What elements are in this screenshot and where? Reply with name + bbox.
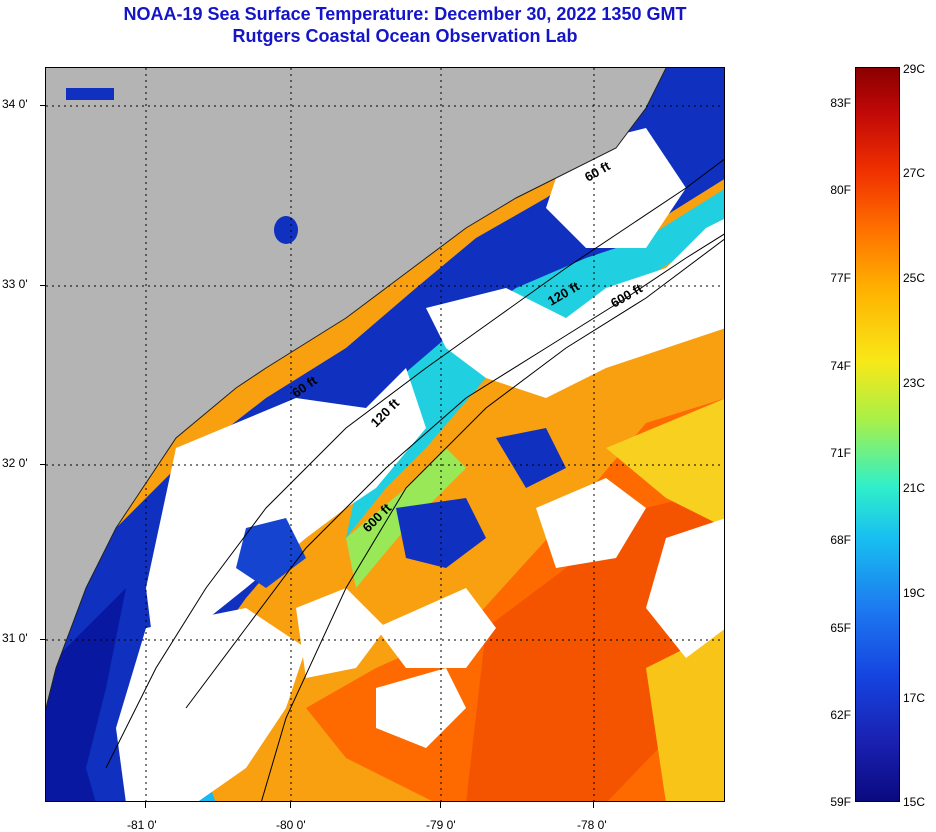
colorbar-c-label: 27C [903,166,926,180]
graticule [46,68,724,801]
colorbar-c-label: 19C [903,586,926,600]
lon-label: -78 0' [577,818,607,832]
colorbar-f-label: 62F [830,708,851,722]
colorbar-c-label: 17C [903,691,926,705]
lat-tick [40,285,46,286]
colorbar-f-label: 68F [830,533,851,547]
inland-lake [274,216,298,244]
lat-label: 34 0' [2,97,28,111]
yellow-patch-se [646,629,724,801]
colorbar-f-label: 65F [830,621,851,635]
colorbar-f-label: 71F [830,446,851,460]
lon-label: -81 0' [127,818,157,832]
colorbar-f-label: 59F [830,795,851,809]
colorbar-c-label: 29C [903,62,926,76]
coastline [46,68,667,709]
colorbar-f-label: 77F [830,271,851,285]
cloud-area [376,668,466,748]
cloud-area [646,518,724,658]
colorbar-f-label: 80F [830,183,851,197]
cold-eddy [396,498,486,568]
lon-tick [290,802,291,808]
lon-label: -79 0' [426,818,456,832]
inland-lake [66,88,114,100]
lat-label: 33 0' [2,277,28,291]
sst-map[interactable]: 60 ft 120 ft 600 ft 60 ft 120 ft 600 ft [45,67,725,802]
yellow-patch [606,398,724,527]
lat-tick [40,464,46,465]
lat-label: 32 0' [2,456,28,470]
lat-tick [40,639,46,640]
colorbar-f-label: 74F [830,359,851,373]
contour-120ft [185,233,724,709]
map-title: NOAA-19 Sea Surface Temperature: Decembe… [123,4,687,24]
map-subtitle: Rutgers Coastal Ocean Observation Lab [232,26,578,46]
cloud-area [426,219,724,398]
lon-label: -80 0' [276,818,306,832]
lat-tick [40,105,46,106]
colorbar-c-label: 21C [903,481,926,495]
land-mass [46,68,666,708]
cloud-area [536,478,646,568]
lon-tick [440,802,441,808]
lon-tick [145,802,146,808]
contour-60ft [105,158,724,769]
nearshore-coldest [46,588,126,801]
contour-600ft [261,238,724,801]
colorbar-f-label: 83F [830,96,851,110]
colorbar-c-label: 15C [903,795,926,809]
shelf-break-front [346,189,724,538]
colorbar-c-label: 25C [903,271,926,285]
lat-label: 31 0' [2,631,28,645]
lon-tick [593,802,594,808]
cloud-area [296,588,386,678]
cloud-area [376,588,496,668]
cold-eddy [496,428,566,488]
colorbar-c-label: 23C [903,376,926,390]
temperature-colorbar [855,67,900,802]
